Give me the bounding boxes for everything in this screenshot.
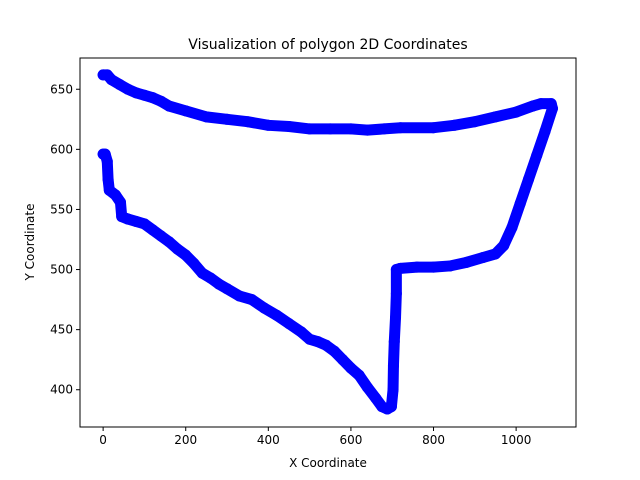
point [180, 249, 192, 261]
point [376, 401, 388, 413]
point [122, 83, 134, 95]
point [428, 122, 440, 134]
point [283, 121, 295, 133]
point [221, 283, 233, 295]
x-axis-label: X Coordinate [289, 456, 367, 470]
point [444, 260, 456, 272]
point [477, 252, 489, 264]
point [461, 256, 473, 268]
point [105, 74, 117, 86]
point [233, 290, 245, 302]
point [205, 272, 217, 284]
point [523, 173, 535, 185]
point [304, 123, 316, 135]
point [163, 236, 175, 248]
point [130, 87, 142, 99]
point [345, 362, 357, 374]
point [262, 119, 274, 131]
chart-title: Visualization of polygon 2D Coordinates [188, 37, 467, 53]
point [469, 116, 481, 128]
x-tick-label: 400 [257, 433, 280, 447]
point [295, 326, 307, 338]
point [200, 111, 212, 123]
point [258, 302, 270, 314]
point [180, 105, 192, 117]
point [527, 100, 539, 112]
point [114, 78, 126, 90]
point [102, 173, 114, 185]
point [510, 106, 522, 118]
point [345, 123, 357, 135]
x-tick-label: 600 [339, 433, 362, 447]
point [188, 258, 200, 270]
x-tick-label: 0 [99, 433, 107, 447]
point [546, 102, 558, 114]
y-axis-label: Y Coordinate [23, 204, 37, 282]
point [390, 264, 402, 276]
point [388, 336, 400, 348]
point [155, 95, 167, 107]
point [116, 211, 128, 223]
point [394, 122, 406, 134]
point [428, 261, 440, 273]
point [304, 333, 316, 345]
point [535, 98, 547, 110]
point [97, 148, 109, 160]
point [312, 336, 324, 348]
point [378, 123, 390, 135]
point [103, 184, 115, 196]
point [506, 221, 518, 233]
point [489, 111, 501, 123]
point [361, 124, 373, 136]
point [361, 381, 373, 393]
point [221, 113, 233, 125]
point [353, 369, 365, 381]
point [171, 243, 183, 255]
x-tick-label: 800 [422, 433, 445, 447]
point [242, 116, 254, 128]
point [387, 384, 399, 396]
point [411, 261, 423, 273]
point [337, 354, 349, 366]
y-tick-label: 650 [50, 82, 73, 96]
point [390, 312, 402, 324]
point [271, 309, 283, 321]
point [498, 240, 510, 252]
point [370, 392, 382, 404]
point [390, 288, 402, 300]
y-tick-label: 450 [50, 323, 73, 337]
point [489, 248, 501, 260]
point [328, 345, 340, 357]
point [147, 92, 159, 104]
point [147, 224, 159, 236]
y-tick-label: 500 [50, 263, 73, 277]
point [163, 100, 175, 112]
point [324, 123, 336, 135]
point [246, 294, 258, 306]
point [196, 267, 208, 279]
point [514, 197, 526, 209]
y-tick-label: 550 [50, 202, 73, 216]
point [138, 89, 150, 101]
x-tick-label: 200 [174, 433, 197, 447]
point [387, 360, 399, 372]
point [539, 125, 551, 137]
point [448, 119, 460, 131]
x-tick-label: 1000 [501, 433, 532, 447]
y-tick-label: 600 [50, 142, 73, 156]
y-tick-label: 400 [50, 383, 73, 397]
point [283, 318, 295, 330]
point [531, 149, 543, 161]
point [138, 218, 150, 230]
point [155, 230, 167, 242]
plot-frame [79, 57, 577, 428]
point [213, 278, 225, 290]
point [320, 339, 332, 351]
point [130, 215, 142, 227]
